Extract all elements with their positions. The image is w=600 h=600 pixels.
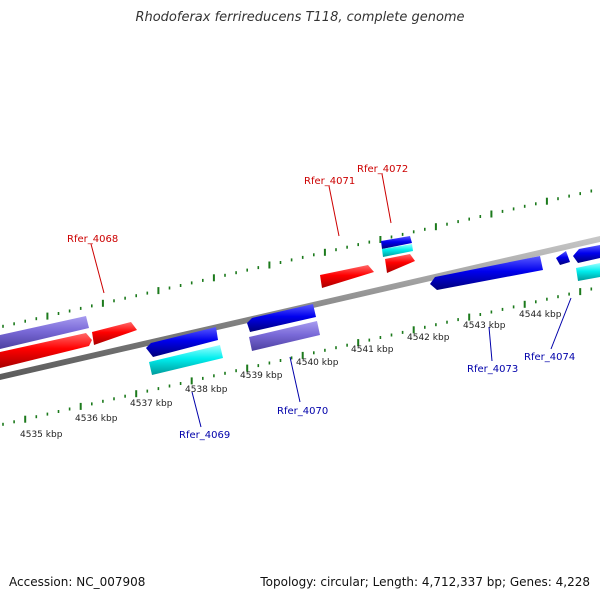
- map-title: Rhodoferax ferrireducens T118, complete …: [135, 10, 465, 25]
- feature-reverse-cds: [430, 256, 543, 290]
- feature-reverse-misc: [149, 345, 223, 375]
- scale-label: 4535 kbp: [20, 430, 63, 440]
- feature-reverse-cds: [573, 245, 600, 263]
- scale-label: 4539 kbp: [240, 371, 283, 381]
- forward-features: [0, 254, 415, 368]
- gene-label: Rfer_4069: [179, 430, 230, 441]
- gene-label: Rfer_4074: [524, 352, 575, 363]
- gene-label: Rfer_4071: [304, 176, 355, 187]
- gene-label: Rfer_4070: [277, 406, 328, 417]
- accession-text: Accession: NC_007908: [9, 575, 146, 589]
- feature-forward-misc: [0, 316, 89, 349]
- gene-labels: Rfer_4068 Rfer_4071 Rfer_4072 Rfer_4069 …: [67, 164, 575, 441]
- label-leaders: [90, 173, 572, 428]
- feature-reverse-misc: [249, 321, 320, 351]
- lower-tick-track: [2, 287, 593, 426]
- gene-label: Rfer_4072: [357, 164, 408, 175]
- scale-label: 4538 kbp: [185, 385, 228, 395]
- leader-line: [328, 185, 340, 237]
- feature-reverse-misc: [576, 263, 600, 281]
- scale-label: 4542 kbp: [407, 333, 450, 343]
- feature-forward-cds: [320, 265, 374, 288]
- feature-forward-cds: [0, 333, 92, 368]
- leader-line: [289, 356, 301, 403]
- feature-reverse-misc: [382, 244, 413, 257]
- scale-labels: 4535 kbp 4536 kbp 4537 kbp 4538 kbp 4539…: [20, 310, 562, 440]
- scale-label: 4537 kbp: [130, 399, 173, 409]
- leader-line: [381, 173, 392, 224]
- scale-label: 4543 kbp: [463, 321, 506, 331]
- scale-label: 4541 kbp: [351, 345, 394, 355]
- gene-label: Rfer_4068: [67, 234, 118, 245]
- leader-line: [550, 297, 572, 350]
- scale-label: 4536 kbp: [75, 414, 118, 424]
- feature-forward-cds: [385, 254, 415, 273]
- topology-text: Topology: circular; Length: 4,712,337 bp…: [260, 575, 590, 589]
- upper-tick-track: [2, 189, 593, 328]
- reverse-features: [146, 236, 600, 375]
- leader-line: [191, 391, 202, 428]
- scale-label: 4540 kbp: [296, 358, 339, 368]
- feature-reverse-cds: [381, 236, 412, 249]
- feature-reverse-cds: [247, 304, 316, 332]
- feature-forward-cds: [92, 322, 137, 345]
- feature-reverse-cds: [146, 327, 218, 357]
- leader-line: [90, 243, 105, 294]
- gene-label: Rfer_4073: [467, 364, 518, 375]
- leader-line: [488, 326, 493, 362]
- feature-reverse-cds: [556, 251, 570, 265]
- scale-label: 4544 kbp: [519, 310, 562, 320]
